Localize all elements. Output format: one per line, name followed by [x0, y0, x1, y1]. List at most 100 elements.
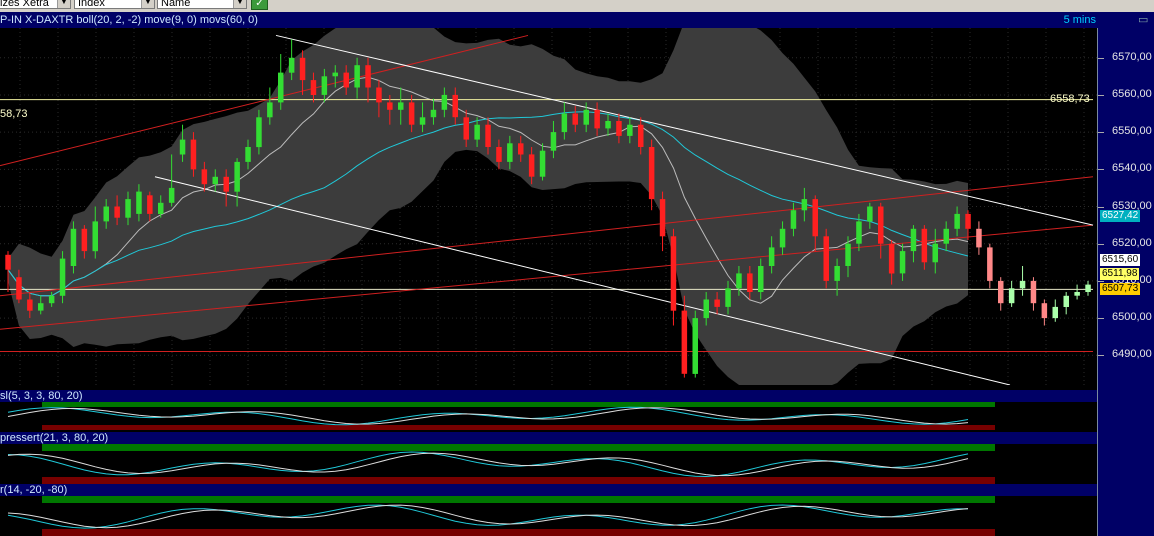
candle-body [627, 124, 633, 136]
indicator-3-chart[interactable]: -76,7257 [0, 496, 1097, 536]
candle-body [692, 318, 698, 374]
indicator-1-title: sl(5, 3, 3, 80, 20) [0, 390, 83, 402]
candle-body [758, 266, 764, 292]
candle-body [158, 202, 164, 214]
candle-body [605, 121, 611, 129]
candle-body [81, 228, 88, 252]
price-chart[interactable] [0, 28, 1097, 385]
candle-body [867, 206, 873, 222]
price-marker-label: 6527,42 [1100, 210, 1141, 223]
candle-body [998, 280, 1004, 304]
candle-body [59, 258, 66, 296]
candle-body [572, 113, 578, 125]
overbought-band [42, 496, 995, 503]
candle-body [398, 102, 404, 110]
price-tick-mark [1098, 57, 1104, 59]
price-tick-mark [1098, 243, 1104, 245]
white-trendline-lower [154, 176, 1011, 385]
indicator-3-header: r(14, -20, -80) [0, 484, 1097, 496]
candle-body [768, 247, 775, 266]
candle-body [1074, 292, 1080, 296]
candle-body [856, 221, 862, 244]
price-tick-label: 6540,00 [1112, 162, 1152, 175]
candle-body [736, 273, 742, 289]
candle-body [201, 169, 208, 185]
candle-body [147, 195, 153, 214]
candle-body [343, 72, 349, 88]
candle-body [790, 210, 797, 229]
candle-body [288, 57, 295, 73]
indicator-3-title: r(14, -20, -80) [0, 484, 68, 496]
candle-body [463, 117, 469, 140]
price-marker-label: 6511,98 [1100, 267, 1140, 280]
candle-body [223, 176, 229, 192]
indicator-1-chart[interactable]: 50,00005,8920 [0, 402, 1097, 430]
candle-body [92, 221, 98, 252]
oscillator-line [7, 451, 969, 478]
resize-icon[interactable]: ▭ [1138, 14, 1149, 26]
candle-body [1085, 284, 1091, 292]
exchange-select-value: izes Xetra [0, 0, 49, 9]
candle-body [310, 80, 317, 95]
price-tick-label: 6550,00 [1112, 125, 1152, 138]
price-tick-label: 6530,00 [1112, 199, 1152, 212]
candle-body [583, 109, 589, 125]
candle-body [638, 124, 644, 147]
price-tick-mark [1098, 280, 1104, 282]
candle-body [212, 176, 218, 185]
candle-body [38, 303, 44, 311]
candle-body [299, 57, 306, 81]
oscillator-signal-line [7, 407, 969, 425]
candle-body [430, 109, 437, 118]
price-tick-mark [1098, 132, 1104, 134]
candle-body [114, 206, 120, 218]
candle-body [659, 199, 666, 237]
candle-body [70, 228, 77, 266]
timeframe-label: 5 mins [1063, 14, 1096, 26]
price-axis[interactable]: 6570,00 6560,00 6550,00 6540,00 6530,00 6520,… [1097, 28, 1154, 536]
candle-body [234, 161, 240, 192]
chart-header: P-IN X-DAXTR boll(20, 2, -2) move(9, 0) … [0, 12, 1154, 28]
chevron-down-icon: ▼ [233, 0, 246, 8]
candle-body [190, 139, 197, 170]
toolbar: izes Xetra ▼ Index ▼ Name ▼ ✓ [0, 0, 1154, 12]
sort-select[interactable]: Name ▼ [157, 0, 247, 9]
candle-body [354, 65, 360, 88]
candle-body [376, 87, 382, 103]
candle-body [616, 121, 622, 136]
candle-body [921, 228, 928, 263]
candle-body [594, 109, 600, 129]
price-tick-mark [1098, 94, 1104, 96]
price-tick-mark [1098, 318, 1104, 320]
indicator-2-chart[interactable]: 100,00004,2080 [0, 444, 1097, 484]
candle-body [125, 199, 131, 218]
type-select[interactable]: Index ▼ [74, 0, 155, 9]
candle-body [1008, 288, 1015, 304]
ref-line-right-label: 6558,73 [1050, 93, 1090, 105]
white-trendline-upper [275, 34, 1094, 226]
chart-title: P-IN X-DAXTR boll(20, 2, -2) move(9, 0) … [0, 14, 258, 26]
candle-body [747, 273, 753, 292]
candle-body [267, 102, 273, 118]
candle-body [812, 199, 818, 237]
indicator-2-title: pressert(21, 3, 80, 20) [0, 432, 109, 444]
candle-body [539, 150, 546, 177]
price-tick-mark [1098, 355, 1104, 357]
candle-body [278, 72, 284, 103]
indicator-2-header: pressert(21, 3, 80, 20) [0, 432, 1097, 444]
chevron-down-icon: ▼ [57, 0, 70, 8]
candle-body [452, 94, 458, 118]
price-marker-label: 6507,73 [1100, 283, 1141, 296]
candle-body [5, 254, 11, 270]
candle-body [954, 213, 960, 229]
go-button[interactable]: ✓ [251, 0, 268, 10]
chevron-down-icon: ▼ [141, 0, 154, 8]
oversold-band [42, 529, 995, 536]
candle-body [48, 295, 55, 304]
exchange-select[interactable]: izes Xetra ▼ [0, 0, 71, 9]
candle-body [1041, 303, 1048, 319]
candle-body [801, 199, 808, 211]
candle-body [1019, 280, 1026, 289]
candle-body [965, 213, 971, 229]
candle-body [932, 243, 938, 263]
